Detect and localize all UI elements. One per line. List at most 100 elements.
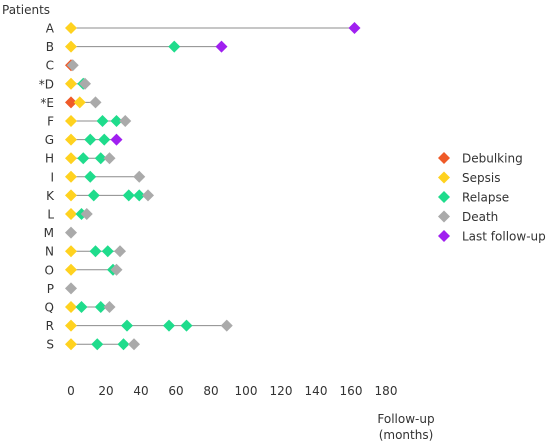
event-marker-sepsis: [65, 133, 77, 146]
event-marker-relapse: [168, 40, 181, 53]
event-marker-relapse: [122, 189, 135, 202]
event-marker-death: [220, 319, 233, 332]
event-marker-sepsis: [73, 96, 86, 109]
event-marker-sepsis: [65, 152, 77, 165]
event-markers: [65, 22, 361, 351]
x-tick-label: 0: [67, 384, 75, 398]
patient-label: H: [45, 152, 54, 166]
x-tick-label: 60: [168, 384, 183, 398]
x-tick-label: 140: [305, 384, 328, 398]
event-marker-sepsis: [65, 40, 77, 53]
event-marker-sepsis: [65, 319, 77, 332]
x-tick-label: 160: [340, 384, 363, 398]
event-marker-death: [79, 77, 91, 90]
patient-label: I: [50, 170, 54, 184]
patient-lines: [71, 27, 355, 345]
event-marker-death: [89, 96, 102, 109]
patient-label: S: [46, 338, 54, 352]
event-marker-relapse: [84, 170, 97, 183]
legend-marker-sepsis: [438, 171, 450, 184]
legend-label: Death: [462, 210, 498, 224]
event-marker-death: [114, 245, 126, 258]
patient-label: C: [46, 59, 54, 73]
x-axis-title-line-1: Follow-up: [377, 412, 434, 426]
event-marker-relapse: [75, 301, 88, 313]
legend-label: Debulking: [462, 152, 523, 166]
event-marker-death: [110, 263, 123, 276]
event-marker-relapse: [121, 319, 133, 332]
legend-marker-death: [438, 210, 450, 223]
event-marker-sepsis: [65, 77, 77, 90]
event-marker-death: [119, 115, 132, 127]
x-axis-title: Follow-up (months): [377, 412, 434, 442]
x-tick-label: 120: [270, 384, 293, 398]
event-marker-sepsis: [65, 115, 77, 127]
event-marker-relapse: [163, 319, 175, 332]
event-marker-death: [103, 152, 116, 165]
patient-label: K: [46, 189, 55, 203]
patient-label: B: [46, 40, 54, 54]
event-marker-sepsis: [65, 170, 77, 183]
patient-label: L: [47, 208, 54, 222]
event-marker-relapse: [77, 152, 90, 165]
patient-label: A: [46, 22, 55, 36]
patient-label: R: [46, 319, 54, 333]
event-marker-sepsis: [65, 208, 77, 220]
patient-label: *E: [40, 96, 54, 110]
event-marker-last-follow-up: [348, 22, 361, 34]
patient-label: N: [45, 245, 54, 259]
event-marker-relapse: [94, 152, 107, 165]
event-marker-relapse: [117, 338, 130, 351]
patient-label: O: [45, 263, 54, 277]
event-marker-relapse: [133, 189, 146, 202]
event-marker-relapse: [89, 245, 102, 258]
legend-marker-last-follow-up: [438, 230, 450, 242]
patient-label: *D: [39, 77, 54, 91]
event-marker-relapse: [91, 338, 104, 351]
event-marker-sepsis: [65, 189, 77, 202]
x-axis-ticks: 0 20 40 60 80 100 120 140 160 180: [67, 384, 397, 398]
event-marker-relapse: [94, 301, 107, 313]
legend: Debulking Sepsis Relapse Death Last follow-u…: [438, 152, 546, 244]
event-marker-sepsis: [65, 245, 77, 258]
event-marker-sepsis: [65, 263, 77, 276]
x-tick-label: 80: [203, 384, 218, 398]
event-marker-death: [80, 208, 93, 220]
event-marker-sepsis: [65, 301, 77, 313]
event-marker-relapse: [180, 319, 193, 332]
patient-label: Q: [45, 301, 54, 315]
patient-label: P: [47, 282, 54, 296]
legend-marker-debulking: [438, 152, 450, 164]
event-marker-relapse: [98, 133, 111, 146]
event-marker-sepsis: [65, 22, 77, 34]
event-marker-sepsis: [65, 338, 77, 351]
event-marker-death: [142, 189, 154, 202]
event-marker-relapse: [96, 115, 109, 127]
event-marker-death: [103, 301, 116, 313]
event-marker-debulking: [65, 96, 77, 109]
event-marker-relapse: [87, 189, 100, 202]
patient-label: F: [47, 115, 54, 129]
x-tick-label: 20: [98, 384, 113, 398]
event-marker-death: [66, 59, 79, 72]
legend-marker-relapse: [438, 191, 450, 203]
event-marker-relapse: [84, 133, 97, 146]
event-marker-last-follow-up: [110, 133, 123, 146]
x-tick-label: 180: [375, 384, 398, 398]
event-marker-relapse: [101, 245, 114, 258]
event-marker-death: [65, 282, 77, 295]
legend-label: Relapse: [462, 191, 509, 205]
patient-label: G: [45, 133, 54, 147]
event-marker-death: [65, 226, 77, 239]
legend-label: Last follow-up: [462, 230, 546, 244]
legend-label: Sepsis: [462, 171, 500, 185]
y-axis-title: Patients: [2, 3, 50, 17]
x-tick-label: 40: [133, 384, 148, 398]
event-marker-death: [128, 338, 140, 351]
patient-label: M: [44, 226, 54, 240]
x-axis-title-line-2: (months): [379, 428, 434, 442]
event-marker-death: [133, 170, 146, 183]
event-marker-last-follow-up: [215, 40, 228, 53]
